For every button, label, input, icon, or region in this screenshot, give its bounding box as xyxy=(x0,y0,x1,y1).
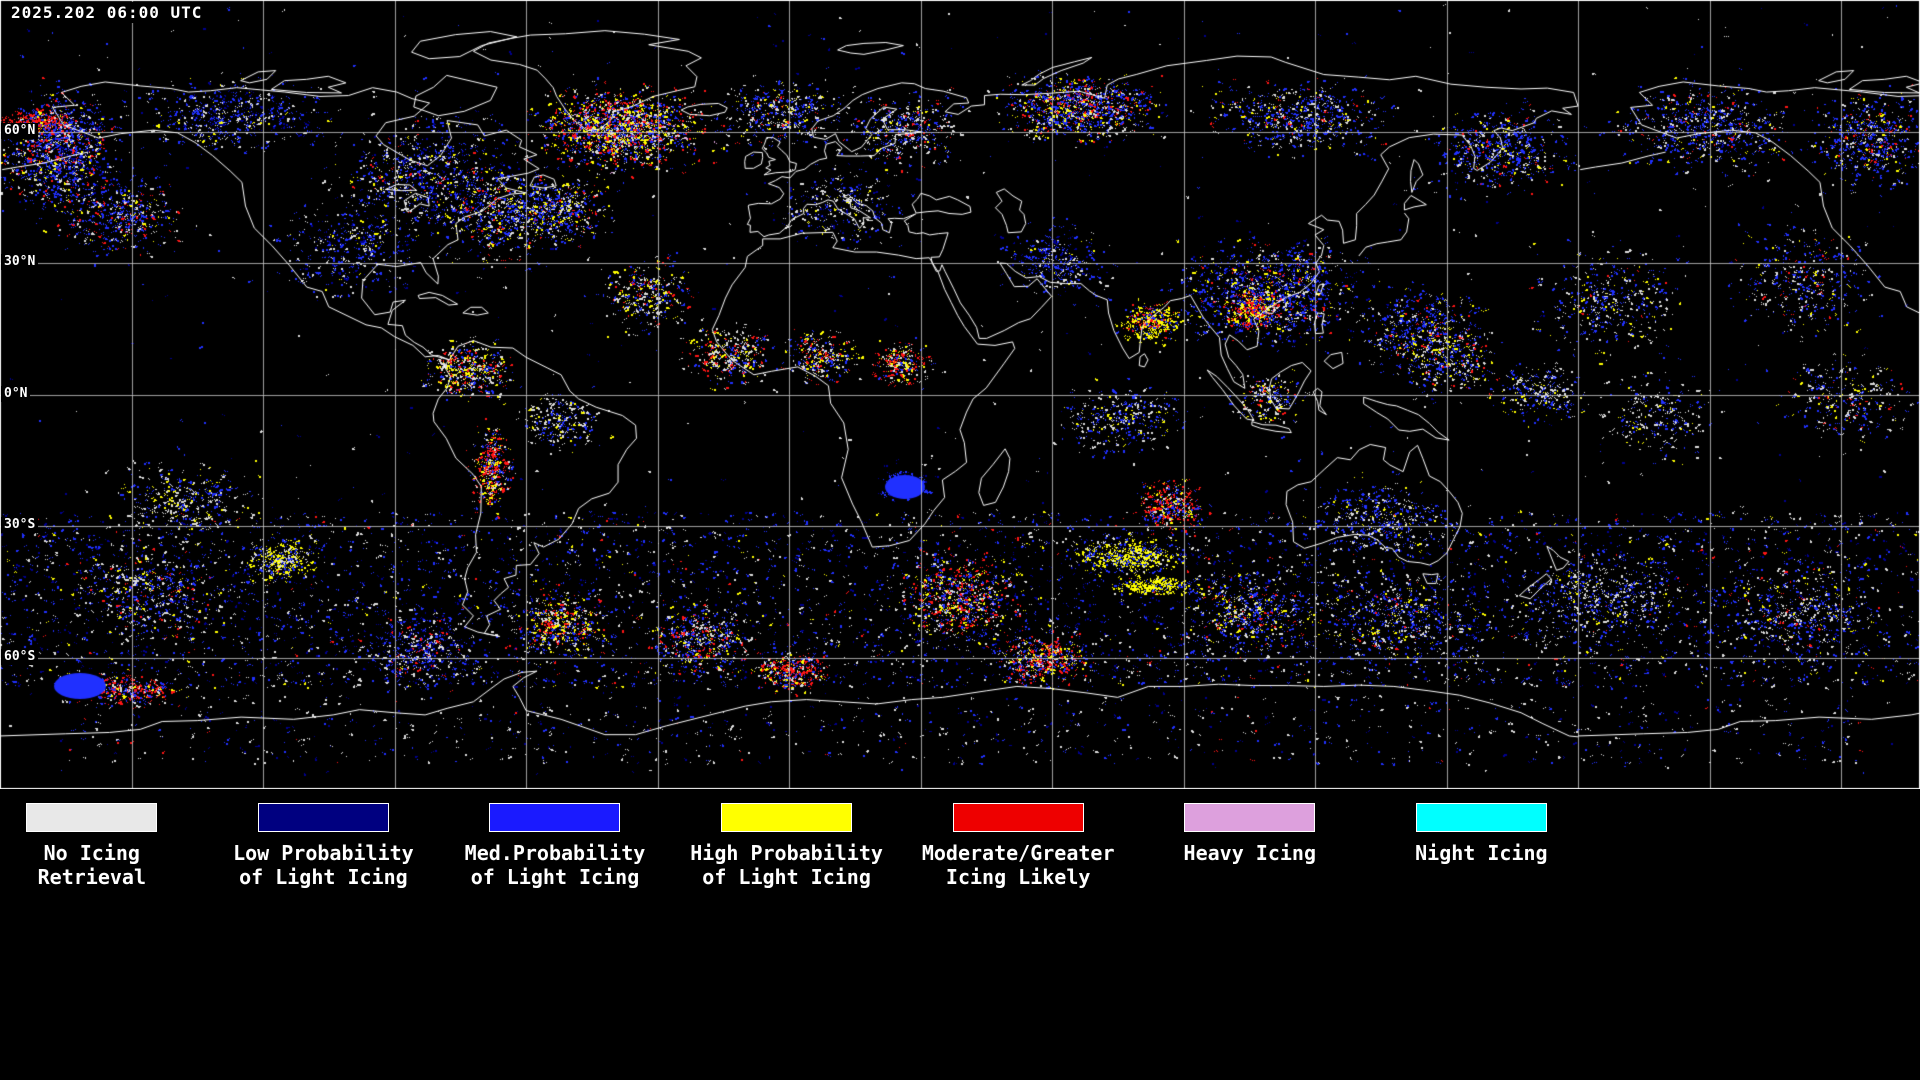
med-probability-swatch xyxy=(489,803,621,832)
legend-label-line: of Light Icing xyxy=(239,865,408,889)
legend-label-line: No Icing xyxy=(43,841,140,865)
lat-label-60n: 60°N xyxy=(1,122,39,139)
legend-item-med-probability: Med.Probability of Light Icing xyxy=(439,803,671,889)
legend-label-line: Icing Likely xyxy=(945,865,1091,889)
lat-label-60s: 60°S xyxy=(1,648,39,665)
lat-label-30n: 30°N xyxy=(1,254,39,270)
world-map: 2025.202 06:00 UTC 60°N 30°N 0°N 30°S 60°S xyxy=(0,0,1920,789)
lat-label-0n: 0°N xyxy=(1,385,31,402)
legend-bar: No Icing Retrieval Low Probability of Light… xyxy=(0,803,1598,889)
high-probability-swatch xyxy=(721,803,853,832)
legend-label-line: Moderate/Greater xyxy=(921,841,1115,865)
legend-label: No Icing Retrieval xyxy=(38,841,146,889)
legend-label: Night Icing xyxy=(1415,841,1547,865)
legend-label: Low Probability of Light Icing xyxy=(233,841,414,889)
lat-label-30s: 30°S xyxy=(1,517,39,533)
legend-label-line: Med.Probability xyxy=(464,841,646,865)
legend-item-heavy-icing: Heavy Icing xyxy=(1134,803,1366,889)
legend-label: Heavy Icing xyxy=(1184,841,1316,865)
legend-label: High Probability of Light Icing xyxy=(690,841,883,889)
legend-item-moderate-greater: Moderate/Greater Icing Likely xyxy=(902,803,1134,889)
legend-label: Moderate/Greater Icing Likely xyxy=(922,841,1115,889)
no-icing-retrieval-swatch xyxy=(26,803,158,832)
legend-label-line: High Probability xyxy=(690,841,883,865)
legend-label-line: of Light Icing xyxy=(702,865,871,889)
legend-item-night-icing: Night Icing xyxy=(1366,803,1598,889)
legend-label-line: Heavy Icing xyxy=(1183,841,1316,865)
legend-item-high-probability: High Probability of Light Icing xyxy=(671,803,903,889)
world-map-canvas xyxy=(0,0,1920,789)
legend-label-line: Night Icing xyxy=(1415,841,1548,865)
legend-label-line: of Light Icing xyxy=(470,865,640,889)
legend-item-low-probability: Low Probability of Light Icing xyxy=(208,803,440,889)
heavy-icing-swatch xyxy=(1184,803,1316,832)
low-probability-swatch xyxy=(257,803,389,832)
legend-item-no-icing-retrieval: No Icing Retrieval xyxy=(0,803,208,889)
moderate-greater-swatch xyxy=(952,803,1084,832)
timestamp-label: 2025.202 06:00 UTC xyxy=(6,2,208,23)
night-icing-swatch xyxy=(1415,803,1547,832)
legend-label-line: Low Probability xyxy=(233,841,414,865)
legend-label: Med.Probability of Light Icing xyxy=(465,841,646,889)
legend-label-line: Retrieval xyxy=(37,865,146,889)
